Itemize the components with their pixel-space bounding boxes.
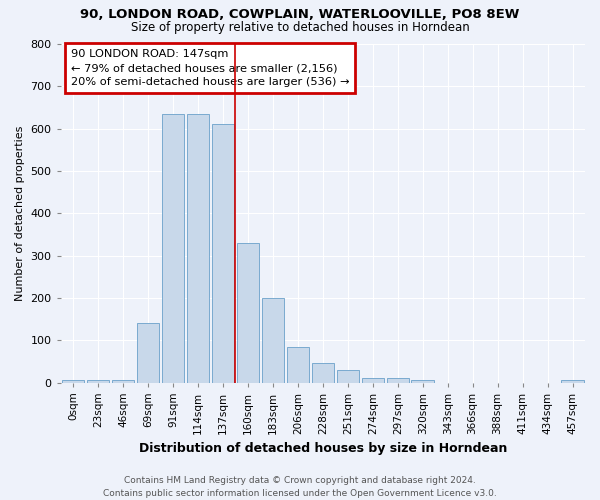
Bar [162, 114, 184, 382]
Bar [362, 378, 384, 382]
Text: 90 LONDON ROAD: 147sqm
← 79% of detached houses are smaller (2,156)
20% of semi-: 90 LONDON ROAD: 147sqm ← 79% of detached… [71, 49, 350, 87]
Y-axis label: Number of detached properties: Number of detached properties [15, 126, 25, 301]
Text: Size of property relative to detached houses in Horndean: Size of property relative to detached ho… [131, 21, 469, 34]
Bar [87, 380, 109, 382]
Bar [112, 380, 134, 382]
Bar [561, 380, 584, 382]
Bar [311, 364, 334, 382]
Text: 90, LONDON ROAD, COWPLAIN, WATERLOOVILLE, PO8 8EW: 90, LONDON ROAD, COWPLAIN, WATERLOOVILLE… [80, 8, 520, 20]
Bar [287, 346, 309, 382]
Bar [412, 380, 434, 382]
Bar [262, 298, 284, 382]
Bar [237, 243, 259, 382]
Bar [212, 124, 234, 382]
Bar [386, 378, 409, 382]
Bar [337, 370, 359, 382]
X-axis label: Distribution of detached houses by size in Horndean: Distribution of detached houses by size … [139, 442, 507, 455]
Bar [137, 324, 160, 382]
Bar [187, 114, 209, 382]
Text: Contains HM Land Registry data © Crown copyright and database right 2024.
Contai: Contains HM Land Registry data © Crown c… [103, 476, 497, 498]
Bar [62, 380, 85, 382]
